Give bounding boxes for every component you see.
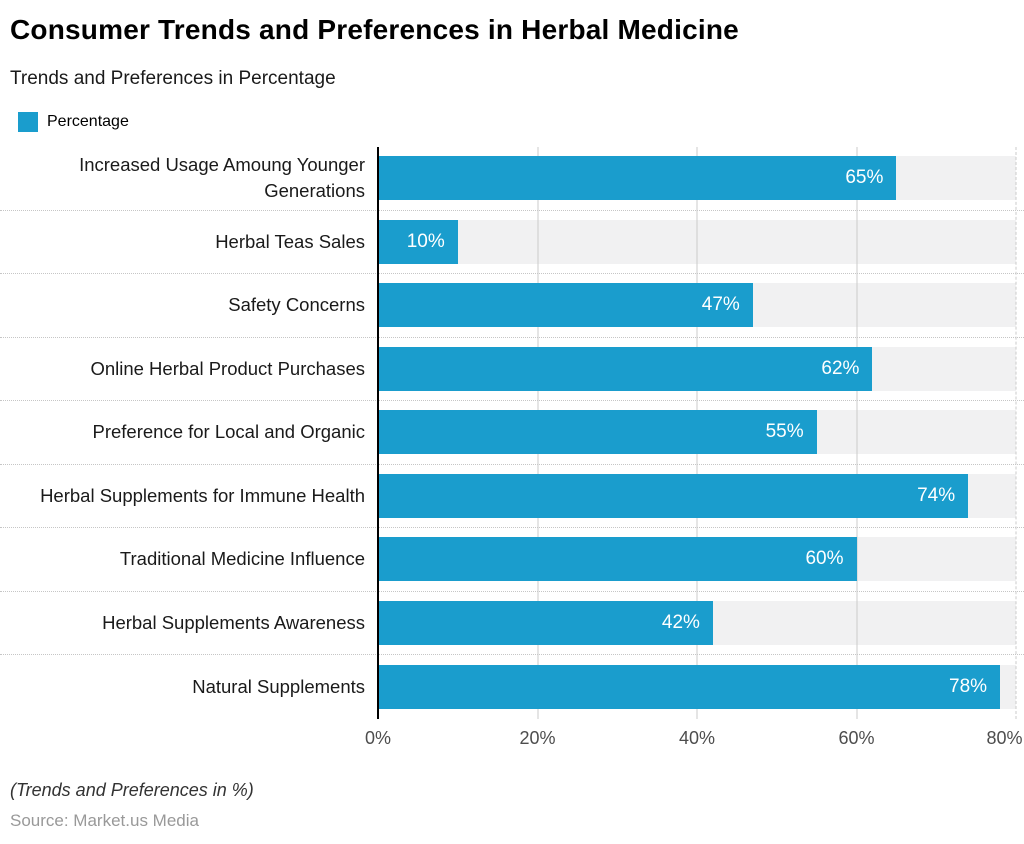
x-tick-label: 40% [678,727,716,748]
x-axis: 0% 20% 40% 60% 80% [365,719,1022,751]
bar[interactable]: 60% [378,537,857,582]
source-text: Source: Market.us Media [10,810,199,830]
chart-rows: Increased Usage Amoung Younger Generatio… [0,147,1024,719]
category-label: Online Herbal Product Purchases [90,357,365,379]
chart-title: Consumer Trends and Preferences in Herba… [10,14,739,45]
bar-track: 55% [378,410,1016,455]
chart-footer: (Trends and Preferences in %) Source: Ma… [10,780,1024,831]
bar[interactable]: 55% [378,410,817,455]
bar-value-label: 47% [701,294,740,316]
bar-track: 65% [378,156,1016,201]
bar-value-label: 74% [917,484,956,506]
bar-value-label: 62% [821,357,860,379]
chart-row: Safety Concerns 47% [0,274,1024,338]
chart-row: Herbal Teas Sales 10% [0,211,1024,274]
chart-row: Traditional Medicine Influence 60% [0,528,1024,592]
bar-track: 78% [378,664,1016,709]
bar-track: 10% [378,219,1016,264]
bar-value-label: 42% [661,611,700,633]
legend-item-percentage[interactable]: Percentage [18,112,1014,132]
chart-subtitle: Trends and Preferences in Percentage [10,68,336,89]
bar-value-label: 65% [845,167,884,189]
bar[interactable]: 47% [378,283,753,328]
bar[interactable]: 42% [378,600,713,645]
legend-swatch-icon [18,112,38,132]
bar-value-label: 60% [805,548,844,570]
x-tick-label: 60% [838,727,875,748]
y-axis-line [377,147,379,719]
category-label: Herbal Supplements Awareness [102,611,365,633]
bar-track: 47% [378,283,1016,328]
bar-track: 60% [378,537,1016,582]
bar-track: 62% [378,346,1016,391]
chart-row: Herbal Supplements Awareness 42% [0,592,1024,655]
bar-value-label: 55% [765,421,804,443]
x-tick-label: 80% [986,727,1023,748]
x-tick-label: 20% [519,727,556,748]
category-label: Traditional Medicine Influence [119,548,365,570]
bar-value-label: 10% [406,230,445,252]
chart-row: Preference for Local and Organic 55% [0,401,1024,465]
category-label: Herbal Supplements for Immune Health [40,484,365,506]
category-label: Natural Supplements [192,675,365,697]
category-label: Herbal Teas Sales [215,230,365,252]
category-label: Increased Usage Amoung Younger Generatio… [79,154,365,202]
chart-header: Consumer Trends and Preferences in Herba… [0,0,1024,132]
plot-area: Increased Usage Amoung Younger Generatio… [0,147,1024,719]
category-label: Safety Concerns [228,294,365,316]
bar-track: 74% [378,473,1016,518]
chart-row: Online Herbal Product Purchases 62% [0,338,1024,401]
bar[interactable]: 78% [378,664,1001,709]
legend-label: Percentage [47,113,129,130]
bar-value-label: 78% [949,675,988,697]
bar-track: 42% [378,600,1016,645]
chart-row: Increased Usage Amoung Younger Generatio… [0,147,1024,211]
bar[interactable]: 10% [378,219,458,264]
bar[interactable]: 74% [378,473,969,518]
bar[interactable]: 62% [378,346,873,391]
category-label: Preference for Local and Organic [92,421,365,443]
footnote: (Trends and Preferences in %) [10,779,254,800]
chart-row: Herbal Supplements for Immune Health 74% [0,465,1024,528]
chart-row: Natural Supplements 78% [0,655,1024,719]
bar-chart: Increased Usage Amoung Younger Generatio… [0,147,1024,751]
x-tick-label: 0% [364,727,392,748]
bar[interactable]: 65% [378,156,897,201]
